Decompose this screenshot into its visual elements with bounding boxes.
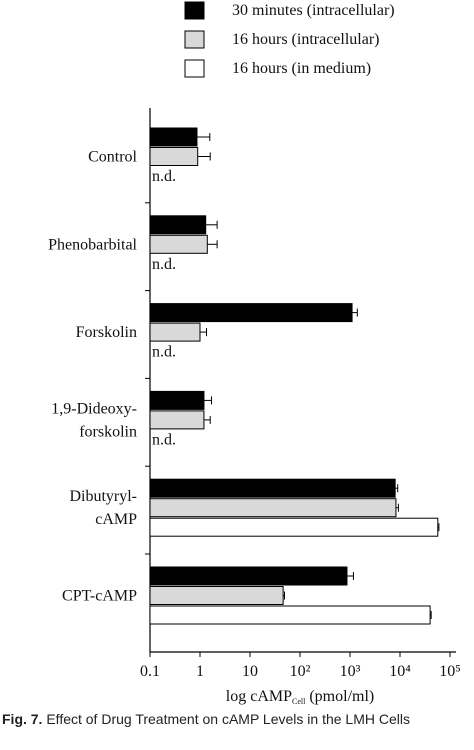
bar: [149, 586, 284, 605]
bar: [149, 410, 205, 430]
x-label-main: log cAMP: [226, 688, 292, 705]
chart: 30 minutes (intracellular) 16 hours (intr…: [48, 1, 461, 706]
x-tick-label: 10⁴: [389, 663, 411, 680]
bar: [149, 605, 431, 625]
bar: [149, 127, 198, 147]
category-label: 1,9-Dideoxy-: [51, 400, 137, 417]
bar: [149, 498, 397, 518]
error-bar: [395, 484, 399, 493]
bar: [149, 322, 201, 342]
error-bar: [352, 308, 358, 317]
x-label-unit: (pmol/ml): [309, 688, 374, 705]
value-label: n.d.: [152, 256, 176, 273]
x-tick-label: 10: [242, 663, 258, 680]
bar: [149, 517, 439, 537]
error-bar: [205, 220, 218, 229]
category-label: Control: [88, 149, 137, 166]
caption-text: Effect of Drug Treatment on cAMP Levels …: [46, 711, 410, 727]
caption-label: Fig. 7.: [2, 711, 43, 727]
category-label: Forskolin: [76, 324, 137, 341]
bar: [149, 566, 348, 586]
caption: Fig. 7. Effect of Drug Treatment on cAMP…: [2, 711, 472, 728]
error-bar: [283, 591, 286, 600]
error-bar: [197, 152, 211, 161]
legend-label: 16 hours (in medium): [232, 60, 371, 77]
category-label: cAMP: [95, 511, 137, 528]
category-label: Dibutyryl-: [69, 488, 137, 505]
error-bar: [196, 133, 211, 141]
bar: [149, 234, 208, 254]
x-tick-label: 1: [196, 663, 204, 680]
category-label: Phenobarbital: [48, 236, 137, 253]
value-label: n.d.: [152, 168, 176, 185]
error-bar: [203, 396, 213, 405]
bar: [149, 147, 199, 166]
legend-label: 16 hours (intracellular): [232, 31, 380, 48]
x-tick-label: 10⁵: [439, 663, 461, 680]
bar: [149, 303, 353, 323]
error-bar: [207, 240, 218, 249]
x-tick-label: 10²: [290, 663, 311, 680]
category-label: CPT-cAMP: [62, 588, 137, 605]
value-label: n.d.: [152, 431, 176, 448]
bar: [149, 390, 205, 410]
x-axis-label: log cAMPCell (pmol/ml): [226, 688, 374, 706]
legend-label: 30 minutes (intracellular): [232, 2, 395, 19]
bar: [149, 478, 396, 498]
x-tick-label: 0.1: [140, 663, 160, 680]
legend-swatch: [184, 59, 205, 78]
error-bar: [430, 611, 432, 619]
x-label-sub: Cell: [292, 697, 306, 706]
legend-swatch: [184, 1, 205, 20]
error-bar: [346, 572, 354, 580]
legend-swatch: [184, 30, 205, 49]
error-bar: [203, 415, 211, 424]
value-label: n.d.: [152, 344, 176, 361]
error-bar: [395, 503, 399, 512]
error-bar: [437, 523, 440, 532]
error-bar: [200, 328, 208, 337]
bar: [149, 215, 207, 235]
x-tick-label: 10³: [340, 663, 361, 680]
category-label: forskolin: [79, 423, 137, 440]
